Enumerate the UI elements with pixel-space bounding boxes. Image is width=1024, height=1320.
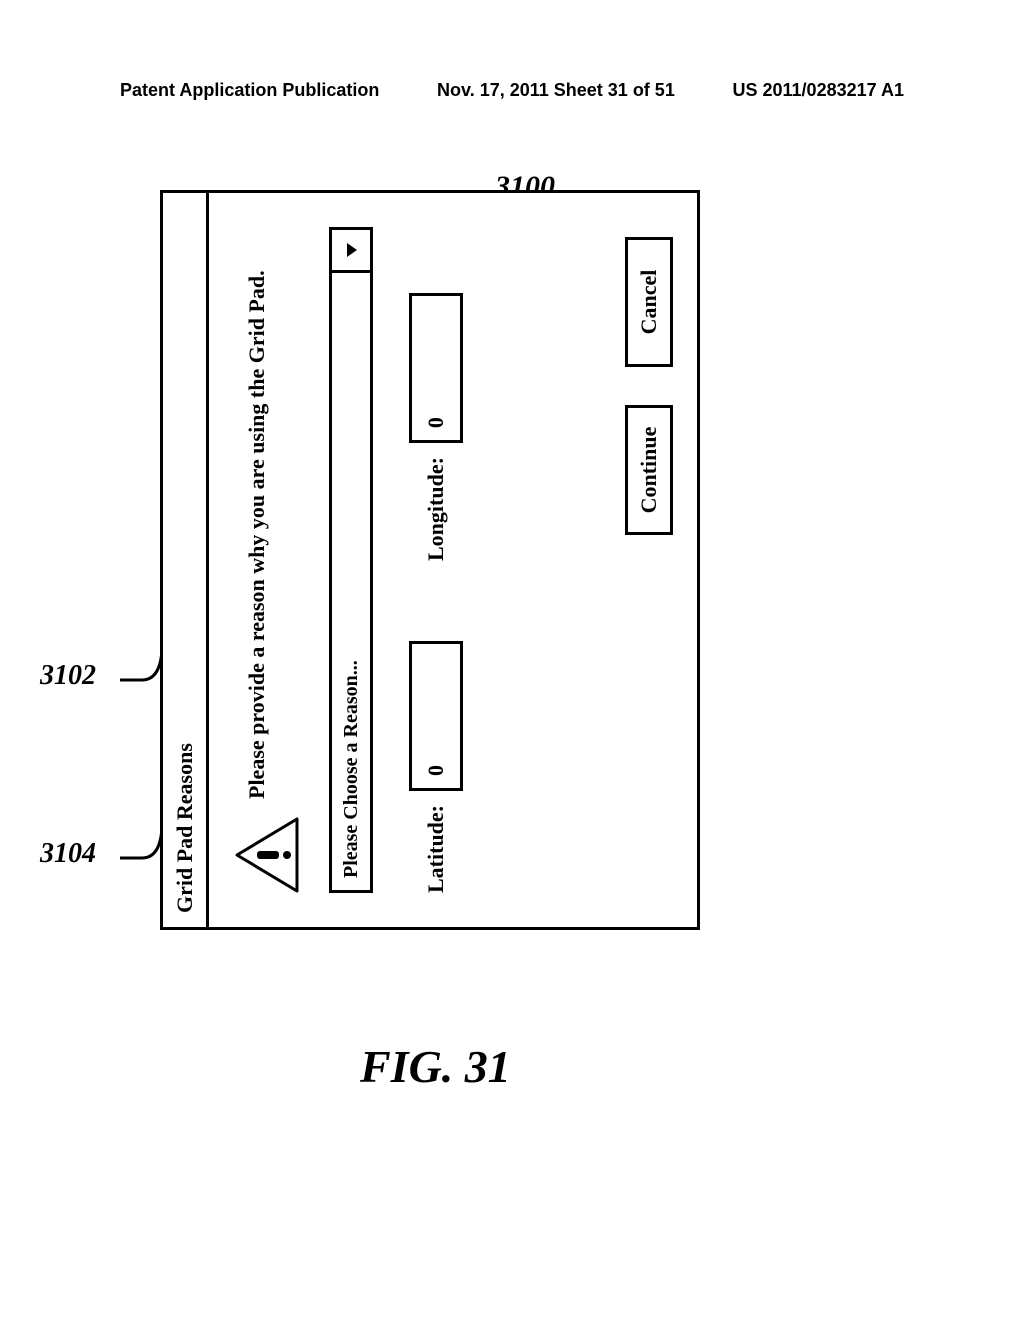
- reason-dropdown[interactable]: Please Choose a Reason...: [329, 227, 373, 893]
- callout-3102: 3102: [40, 660, 96, 692]
- dropdown-placeholder: Please Choose a Reason...: [340, 660, 363, 878]
- longitude-group: Longitude: 0: [409, 293, 463, 561]
- latitude-group: Latitude: 0: [409, 641, 463, 893]
- dialog-wrapper: Grid Pad Reasons Please provide a reason…: [160, 190, 730, 930]
- header-right: US 2011/0283217 A1: [733, 80, 904, 101]
- coordinates-row: Latitude: 0 Longitude: 0: [409, 227, 463, 893]
- longitude-label: Longitude:: [423, 457, 449, 561]
- figure-area: 3100 3102 3104 Grid Pad Reasons Please p…: [120, 190, 900, 1090]
- dialog-title: Grid Pad Reasons: [172, 743, 198, 913]
- figure-label: FIG. 31: [360, 1040, 511, 1093]
- continue-button[interactable]: Continue: [625, 405, 673, 535]
- longitude-input[interactable]: 0: [409, 293, 463, 443]
- latitude-value: 0: [423, 765, 449, 776]
- button-row: Continue Cancel: [625, 227, 677, 893]
- callout-3104: 3104: [40, 838, 96, 870]
- dialog-content: Please provide a reason why you are usin…: [209, 193, 697, 927]
- cancel-label: Cancel: [636, 270, 662, 335]
- header-center: Nov. 17, 2011 Sheet 31 of 51: [437, 80, 675, 101]
- page-header: Patent Application Publication Nov. 17, …: [0, 80, 1024, 101]
- dropdown-arrow-box[interactable]: [329, 227, 373, 273]
- continue-label: Continue: [636, 427, 662, 514]
- cancel-button[interactable]: Cancel: [625, 237, 673, 367]
- header-left: Patent Application Publication: [120, 80, 379, 101]
- latitude-input[interactable]: 0: [409, 641, 463, 791]
- chevron-down-icon: [342, 241, 360, 259]
- longitude-value: 0: [423, 417, 449, 428]
- dialog-titlebar: Grid Pad Reasons: [163, 193, 209, 927]
- message-row: Please provide a reason why you are usin…: [235, 227, 299, 893]
- latitude-label: Latitude:: [423, 805, 449, 893]
- warning-icon: [235, 817, 299, 893]
- dialog-message: Please provide a reason why you are usin…: [235, 270, 274, 799]
- dialog-window: Grid Pad Reasons Please provide a reason…: [160, 190, 700, 930]
